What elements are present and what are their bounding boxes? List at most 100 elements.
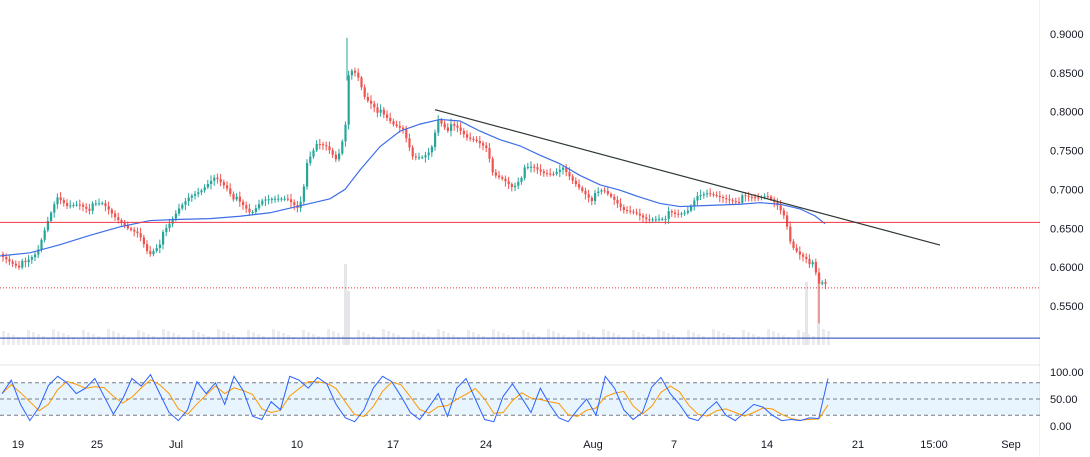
candle-body bbox=[638, 213, 641, 216]
time-axis[interactable]: 19 25 Jul 10 17 24 Aug 7 14 21 15:00 Sep bbox=[12, 439, 1021, 451]
candle-body bbox=[245, 205, 248, 209]
candle-body bbox=[427, 152, 430, 156]
candle-body bbox=[738, 201, 741, 203]
candle-body bbox=[232, 193, 235, 200]
candle-body bbox=[200, 190, 203, 193]
candle-body bbox=[34, 254, 37, 258]
candle-body bbox=[162, 232, 165, 245]
volume-bar bbox=[562, 335, 565, 345]
candle-body bbox=[443, 123, 446, 128]
candle-body bbox=[763, 196, 766, 198]
candle-body bbox=[542, 171, 545, 174]
volume-bar bbox=[232, 335, 235, 345]
candle-body bbox=[680, 213, 683, 215]
time-tick-label: 14 bbox=[761, 439, 773, 451]
volume-bar bbox=[822, 329, 825, 345]
candle-body bbox=[667, 211, 670, 219]
candle-body bbox=[741, 195, 744, 203]
stochastic-oscillator-pane[interactable] bbox=[0, 373, 1040, 423]
volume-bar bbox=[77, 339, 80, 345]
candle-body bbox=[133, 229, 136, 232]
volume-bar bbox=[792, 339, 795, 345]
candle-body bbox=[530, 166, 533, 168]
candle-body bbox=[139, 233, 142, 238]
price-tick-label: 0.7500 bbox=[1050, 146, 1084, 158]
volume-bar bbox=[322, 338, 325, 345]
candle-body bbox=[488, 147, 491, 159]
price-axis[interactable]: 0.9000 0.8500 0.8000 0.7500 0.7000 0.6500 0.60… bbox=[1040, 0, 1090, 457]
volume-bar bbox=[212, 338, 215, 345]
candle-body bbox=[315, 143, 318, 151]
candle-body bbox=[85, 206, 88, 209]
candle-body bbox=[498, 175, 501, 178]
candle-body bbox=[523, 167, 526, 178]
volume-bar bbox=[117, 333, 120, 345]
volume-bar bbox=[667, 333, 670, 345]
candle-body bbox=[651, 219, 654, 221]
candle-body bbox=[584, 190, 587, 195]
volume-bar bbox=[462, 339, 465, 345]
candle-body bbox=[8, 259, 11, 262]
price-tick-label: 0.8000 bbox=[1050, 107, 1084, 119]
volume-bar bbox=[67, 335, 70, 345]
volume-bar bbox=[412, 330, 415, 345]
candle-body bbox=[110, 209, 113, 214]
volume-bar bbox=[217, 329, 220, 345]
volume-bar bbox=[572, 339, 575, 345]
volume-bar bbox=[532, 334, 535, 345]
trendline[interactable] bbox=[434, 109, 941, 246]
candle-body bbox=[731, 200, 734, 202]
candle-body bbox=[126, 225, 129, 229]
candle-body bbox=[283, 198, 286, 200]
time-tick-label: 7 bbox=[671, 439, 677, 451]
candle-body bbox=[152, 251, 155, 255]
candle-body bbox=[517, 181, 520, 186]
candle-body bbox=[510, 184, 513, 188]
candle-body bbox=[229, 188, 232, 194]
candle-body bbox=[392, 121, 395, 125]
candle-body bbox=[562, 167, 565, 170]
volume-bar bbox=[172, 333, 175, 345]
volume-bar bbox=[467, 330, 470, 345]
candle-body bbox=[21, 260, 24, 268]
candle-body bbox=[270, 199, 273, 201]
candlestick-series[interactable] bbox=[2, 37, 827, 324]
candle-body bbox=[600, 190, 603, 192]
volume-bar bbox=[722, 333, 725, 345]
candle-body bbox=[30, 257, 33, 260]
candle-body bbox=[56, 197, 59, 205]
candle-body bbox=[491, 158, 494, 173]
candle-body bbox=[661, 219, 664, 221]
candle-body bbox=[421, 157, 424, 159]
volume-bar bbox=[402, 337, 405, 345]
candle-body bbox=[453, 124, 456, 126]
candle-body bbox=[59, 197, 62, 201]
candle-body bbox=[18, 265, 21, 268]
volume-bar bbox=[12, 335, 15, 345]
candle-body bbox=[728, 199, 731, 201]
volume-bar bbox=[787, 337, 790, 345]
candle-body bbox=[155, 247, 158, 252]
volume-bar bbox=[102, 338, 105, 345]
candle-body bbox=[699, 195, 702, 197]
price-tick-label: 0.6000 bbox=[1050, 262, 1084, 274]
candle-body bbox=[386, 114, 389, 118]
time-tick-label: 19 bbox=[12, 439, 24, 451]
volume-bar bbox=[182, 337, 185, 345]
candle-body bbox=[683, 212, 686, 214]
candle-body bbox=[818, 272, 821, 284]
candle-body bbox=[354, 70, 357, 73]
candle-body bbox=[494, 172, 497, 176]
candle-body bbox=[91, 203, 94, 211]
candle-body bbox=[472, 138, 475, 140]
candle-body bbox=[219, 179, 222, 183]
candle-body bbox=[37, 249, 40, 255]
candle-body bbox=[546, 173, 549, 175]
candle-body bbox=[814, 262, 817, 273]
candle-body bbox=[5, 257, 8, 260]
volume-bar bbox=[507, 335, 510, 345]
candle-body bbox=[46, 220, 49, 231]
candle-body bbox=[642, 215, 645, 218]
time-tick-label: 10 bbox=[291, 439, 303, 451]
